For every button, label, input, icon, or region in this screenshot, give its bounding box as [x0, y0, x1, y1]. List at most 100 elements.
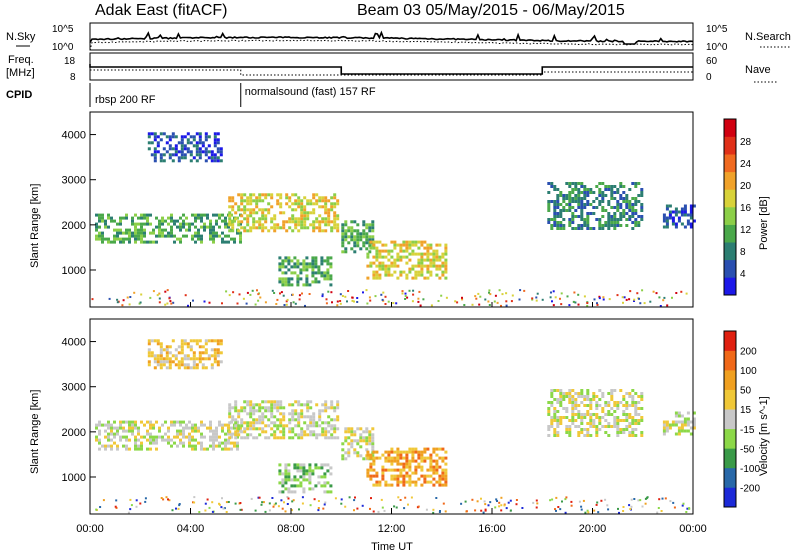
echo-cell [568, 194, 572, 197]
noise-cell [369, 507, 371, 510]
echo-cell [171, 354, 175, 358]
echo-cell [592, 200, 596, 203]
echo-cell [665, 219, 669, 223]
echo-cell [665, 429, 669, 433]
noise-panel-frame [89, 22, 694, 51]
echo-cell [598, 182, 602, 185]
echo-cell [598, 404, 602, 407]
echo-cell [387, 264, 391, 268]
echo-cell [393, 264, 397, 268]
echo-cell [264, 415, 268, 419]
echo-cell [613, 212, 617, 215]
echo-cell [408, 246, 412, 250]
echo-cell [631, 182, 635, 185]
noise-cell [340, 498, 343, 501]
echo-cell [177, 363, 181, 367]
echo-cell [305, 280, 309, 284]
echo-cell [221, 231, 224, 235]
echo-cell [692, 411, 696, 415]
echo-cell [372, 468, 376, 472]
echo-cell [365, 238, 369, 242]
echo-cell [580, 227, 584, 230]
echo-cell [293, 265, 297, 269]
echo-cell [344, 220, 348, 224]
echo-cell [305, 469, 309, 473]
echo-cell [592, 227, 596, 230]
echo-cell [237, 415, 241, 419]
echo-cell [371, 448, 375, 452]
echo-cell [571, 215, 575, 218]
echo-cell [95, 213, 98, 217]
echo-cell [224, 447, 227, 451]
echo-cell [553, 212, 557, 215]
echo-cell [577, 206, 581, 209]
echo-cell [571, 395, 575, 398]
echo-cell [261, 421, 265, 425]
echo-cell [116, 222, 119, 226]
echo-cell [311, 271, 315, 275]
echo-cell [153, 354, 157, 358]
echo-cell [180, 339, 184, 343]
echo-cell [221, 423, 224, 427]
echo-cell [182, 420, 185, 424]
noise-cell [193, 496, 196, 499]
echo-cell [249, 415, 253, 419]
echo-cell [423, 240, 427, 244]
echo-cell [204, 339, 208, 343]
echo-cell [276, 400, 280, 404]
echo-cell [435, 462, 439, 466]
echo-cell [634, 422, 638, 425]
echo-cell [347, 451, 351, 455]
noise-cell [264, 510, 267, 513]
echo-cell [402, 462, 406, 466]
echo-cell [662, 219, 666, 223]
noise-cell [680, 290, 683, 293]
echo-cell [625, 218, 629, 221]
echo-cell [607, 218, 611, 221]
noise-cell [474, 295, 477, 298]
echo-cell [577, 431, 581, 434]
echo-cell [140, 435, 143, 439]
echo-cell [297, 196, 301, 200]
echo-cell [171, 339, 175, 343]
echo-cell [589, 419, 593, 422]
echo-cell [689, 213, 693, 217]
echo-cell [131, 222, 134, 226]
echo-cell [692, 426, 696, 430]
echo-cell [210, 354, 214, 358]
echo-cell [369, 456, 373, 460]
echo-cell [98, 237, 101, 241]
echo-cell [201, 363, 205, 367]
echo-cell [204, 348, 208, 352]
noise-cell [629, 290, 632, 293]
noise-cell [321, 293, 324, 296]
echo-cell [278, 262, 282, 266]
echo-cell [595, 197, 599, 200]
echo-cell [326, 277, 330, 281]
echo-cell [161, 438, 164, 442]
noise-cell [461, 298, 464, 301]
echo-cell [213, 351, 217, 355]
echo-cell [137, 444, 140, 448]
echo-cell [309, 421, 313, 425]
echo-cell [344, 238, 348, 242]
echo-cell [344, 436, 348, 440]
noise-cell [273, 292, 276, 294]
echo-cell [583, 404, 587, 407]
echo-cell [686, 420, 690, 424]
echo-cell [134, 234, 137, 238]
echo-cell [674, 225, 678, 229]
echo-cell [341, 442, 345, 446]
echo-cell [300, 430, 304, 434]
echo-cell [273, 421, 277, 425]
noise-cell [325, 302, 328, 305]
echo-cell [168, 357, 172, 361]
echo-cell [284, 283, 288, 287]
echo-cell [264, 196, 268, 200]
echo-cell [586, 200, 590, 203]
echo-cell [180, 147, 184, 151]
noise-cell [557, 506, 560, 508]
echo-cell [547, 407, 551, 410]
echo-cell [284, 481, 288, 485]
